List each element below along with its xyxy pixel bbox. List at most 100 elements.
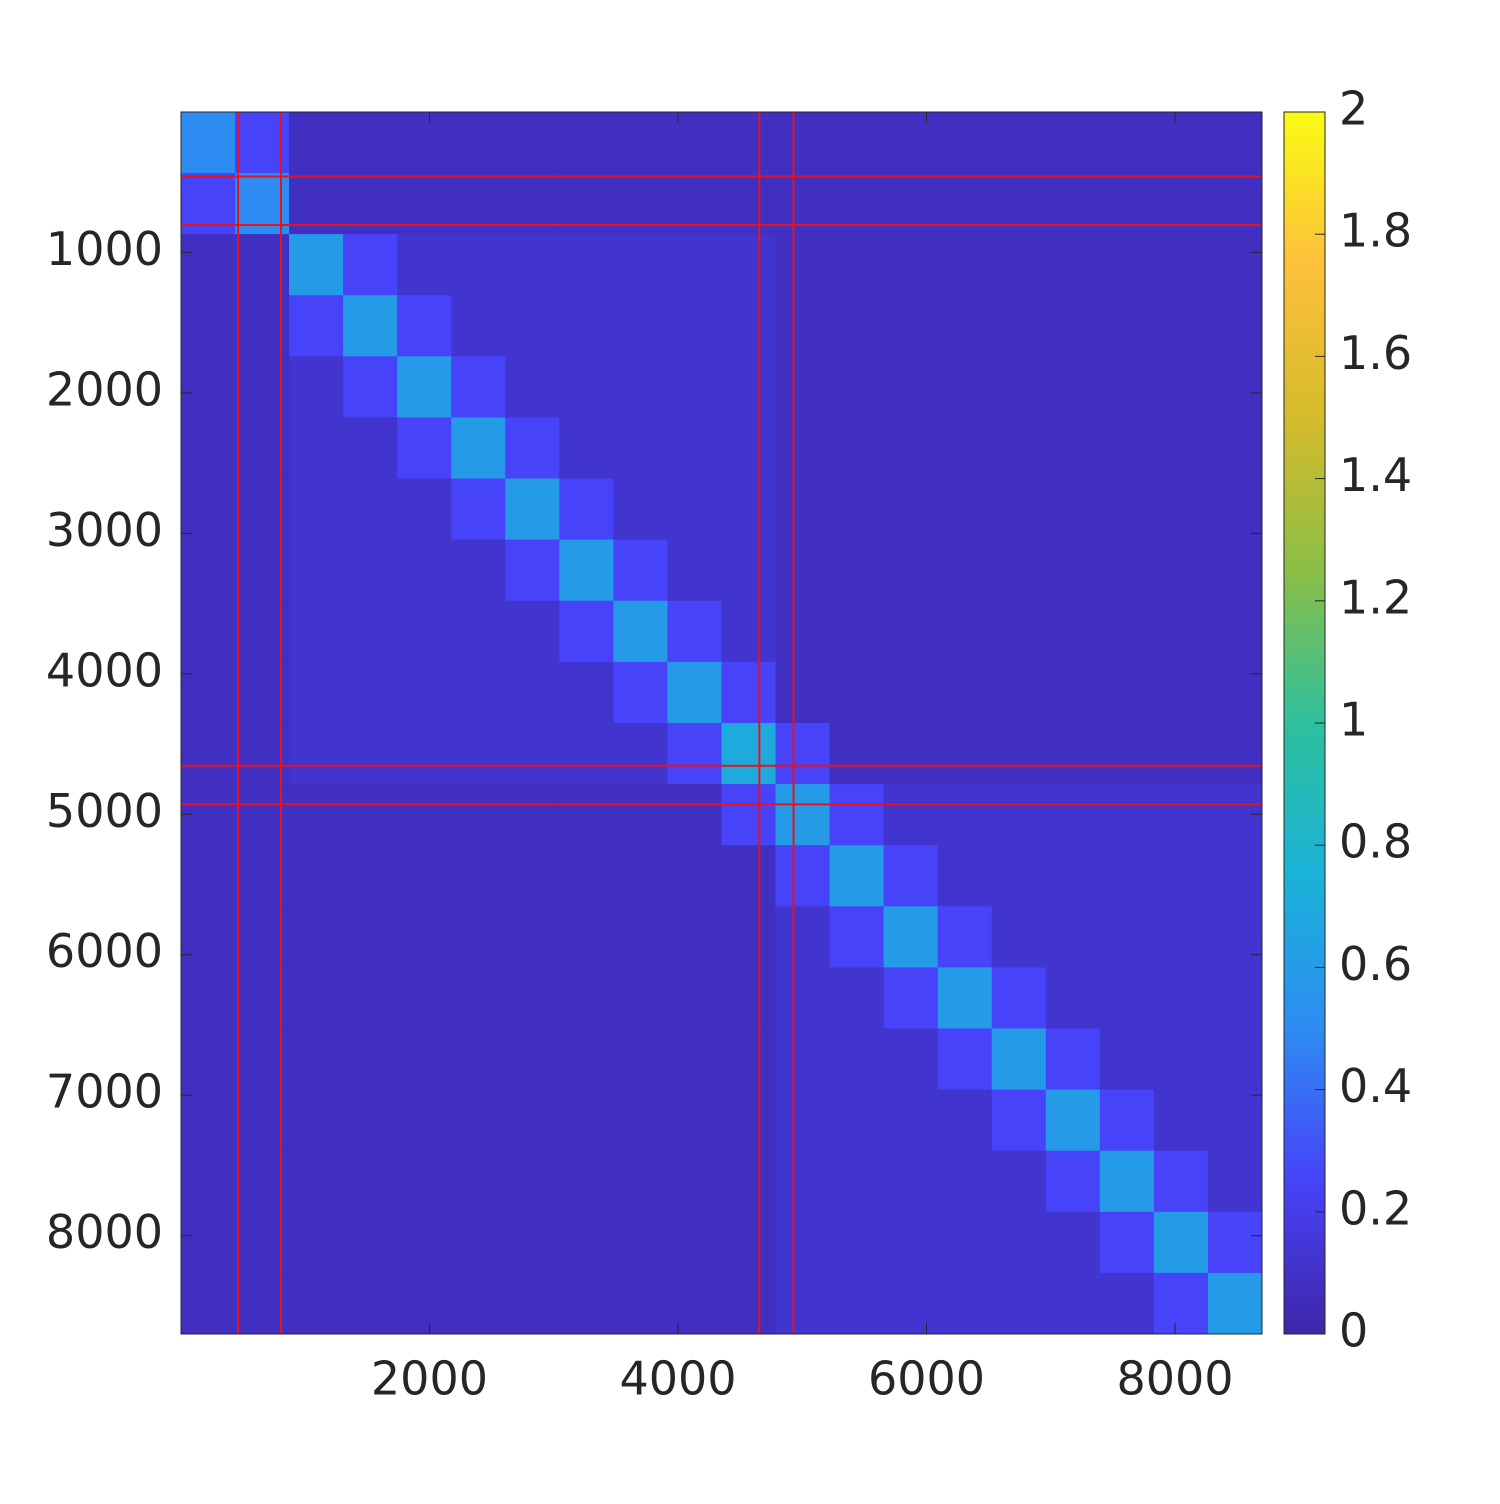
cell [937,1089,993,1152]
cell [1153,356,1209,418]
cell [667,1028,722,1091]
cell [937,784,993,846]
cell [289,356,344,418]
cell [775,1028,831,1091]
cell [667,1211,722,1274]
cell [775,234,831,296]
cell [721,600,777,663]
cell [451,1089,506,1152]
cell [505,478,560,541]
cell [1207,906,1263,968]
cell [181,722,236,785]
cell [559,1150,614,1213]
cell [1045,967,1101,1029]
colorbar-tick-label: 0.6 [1339,937,1412,991]
cell [667,661,722,724]
cell [343,539,398,602]
cell [829,234,885,296]
cell [1045,234,1101,296]
cell [343,1028,398,1091]
cell [613,600,668,663]
cell [505,906,560,968]
cell [1207,112,1263,174]
cell [613,234,668,296]
cell [1045,661,1101,724]
cell [181,1089,236,1152]
cell [397,1272,452,1335]
cell [1099,661,1155,724]
cell [1153,784,1209,846]
cell [451,356,506,418]
cell [829,661,885,724]
cell [559,478,614,541]
cell [775,356,831,418]
x-tick-label: 6000 [868,1352,985,1406]
cell [451,845,506,907]
cell [991,784,1047,846]
y-tick-label: 6000 [46,924,163,978]
cell [991,1211,1047,1274]
cell [397,967,452,1029]
cell [397,234,452,296]
cell [613,722,668,785]
cell [883,417,939,480]
cell [775,478,831,541]
cell [343,1150,398,1213]
colorbar-tick-label: 1 [1339,693,1368,747]
cell [721,112,777,174]
cell [181,845,236,907]
cell [1099,784,1155,846]
cell [181,661,236,724]
cell [181,600,236,663]
cell [559,1028,614,1091]
cell [1207,478,1263,541]
cell [775,295,831,357]
cell [451,1028,506,1091]
cell [1153,1028,1209,1091]
cell [559,417,614,480]
colorbar-tick-label: 2 [1339,82,1368,136]
colorbar-tick-label: 1.8 [1339,204,1412,258]
cell [775,1272,831,1335]
cell [451,722,506,785]
colorbar-tick-label: 1.2 [1339,570,1412,624]
cell [829,356,885,418]
cell [667,906,722,968]
cell [451,234,506,296]
cell [181,1272,236,1335]
cell [613,784,668,846]
cell [1207,234,1263,296]
cell [667,478,722,541]
cell [343,417,398,480]
cell [991,1028,1047,1091]
cell [1045,539,1101,602]
cell [883,539,939,602]
cell [667,1272,722,1335]
cell [721,1150,777,1213]
cell [613,478,668,541]
cell [775,539,831,602]
cell [883,784,939,846]
cell [883,1272,939,1335]
cell [937,539,993,602]
cell [397,295,452,357]
y-tick-label: 1000 [46,222,163,276]
cell [991,478,1047,541]
cell [1153,478,1209,541]
cell [667,1089,722,1152]
cell [829,906,885,968]
cell [451,295,506,357]
cell [343,1089,398,1152]
cell [1099,539,1155,602]
cell [937,600,993,663]
cell [559,539,614,602]
cell [289,417,344,480]
cell [289,784,344,846]
cell [397,478,452,541]
cell [1207,967,1263,1029]
cell [559,356,614,418]
cell [775,112,831,174]
cell [289,1211,344,1274]
cell [505,784,560,846]
cell [991,112,1047,174]
